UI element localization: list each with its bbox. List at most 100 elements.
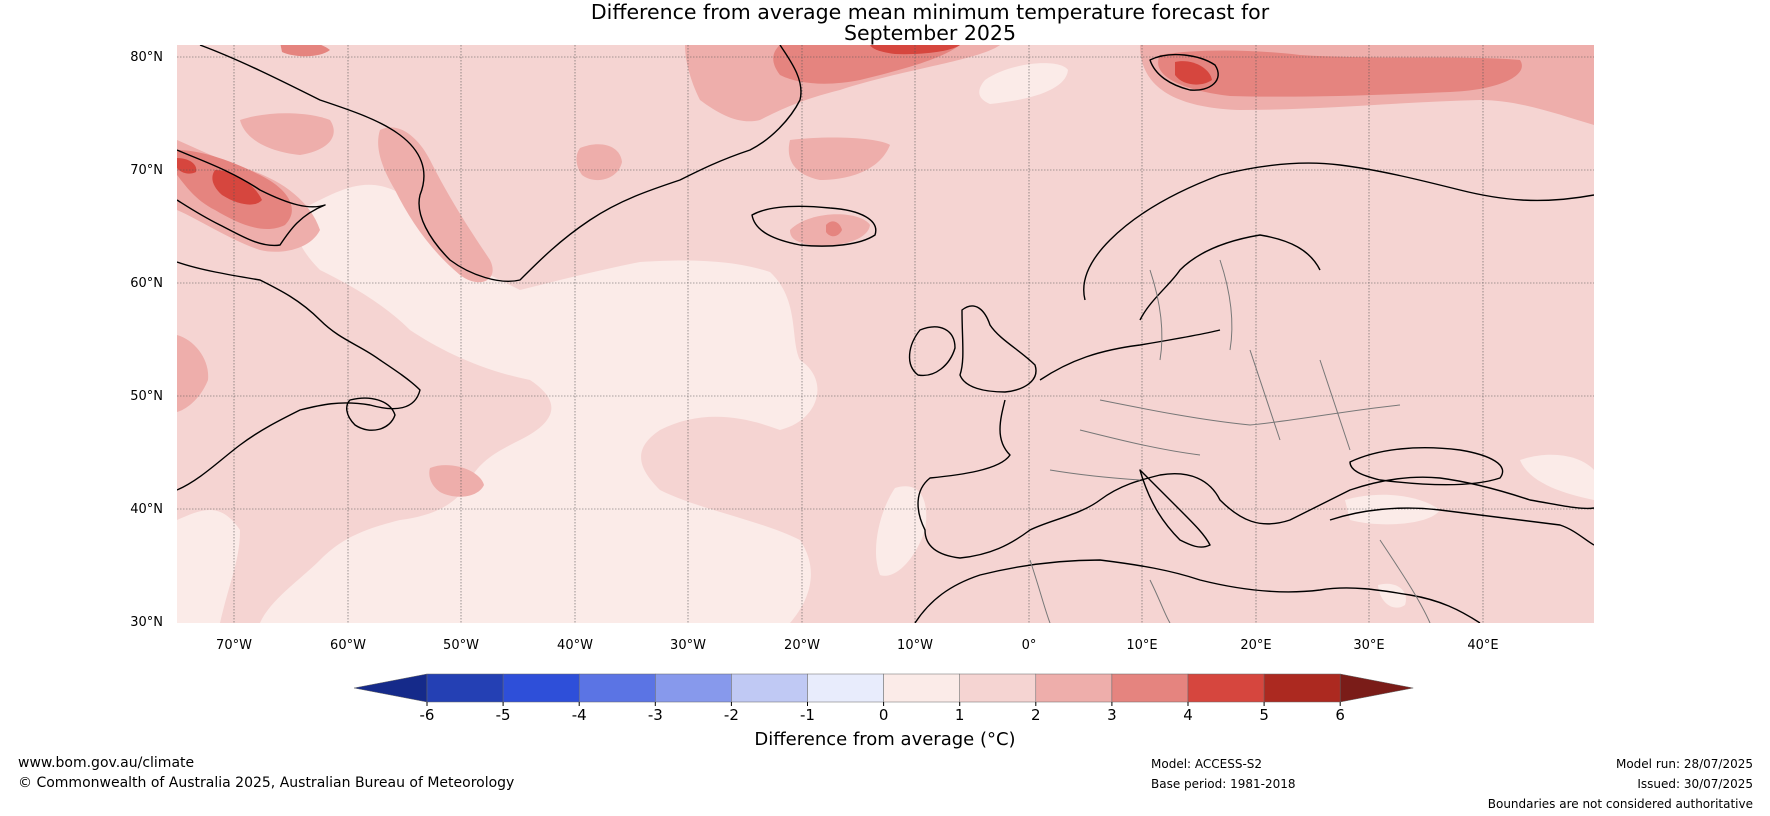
colorbar-bin bbox=[1111, 673, 1189, 703]
lon-label: 0° bbox=[1022, 638, 1037, 653]
country-borders bbox=[1029, 259, 1431, 623]
scandinavia-coast bbox=[1083, 162, 1594, 301]
colorbar bbox=[353, 673, 1414, 703]
svalbard-coast bbox=[1149, 53, 1219, 91]
anomaly-4-5-region bbox=[870, 45, 960, 55]
colorbar-tick-label: 0 bbox=[879, 706, 889, 724]
colorbar-bin bbox=[655, 673, 732, 703]
lon-label: 50°W bbox=[443, 638, 479, 653]
colorbar-label: Difference from average (°C) bbox=[754, 729, 1016, 750]
issued-text: Issued: 30/07/2025 bbox=[1637, 777, 1753, 791]
colorbar-bin bbox=[883, 673, 960, 703]
anomaly-0-1-region bbox=[1520, 454, 1594, 500]
lon-label: 20°W bbox=[784, 638, 820, 653]
baffin-coast bbox=[177, 149, 326, 247]
anomaly-0-1-region bbox=[979, 63, 1068, 104]
italy-coast bbox=[1139, 469, 1211, 548]
colorbar-tick-label: 5 bbox=[1259, 706, 1269, 724]
colorbar-tick-label: -3 bbox=[648, 706, 663, 724]
colorbar-tick-label: 2 bbox=[1031, 706, 1041, 724]
lat-label: 50°N bbox=[130, 389, 163, 404]
lon-label: 70°W bbox=[216, 638, 252, 653]
colorbar-tick-label: 3 bbox=[1107, 706, 1117, 724]
anomaly-3-4-region bbox=[1158, 50, 1522, 97]
labrador-coast bbox=[177, 261, 421, 491]
model-text: Model: ACCESS-S2 bbox=[1151, 757, 1263, 771]
anomaly-4-5-region bbox=[177, 158, 197, 174]
anomaly-3-4-region bbox=[826, 221, 842, 237]
lon-label: 30°E bbox=[1353, 638, 1384, 653]
copyright-text: © Commonwealth of Australia 2025, Austra… bbox=[18, 775, 515, 791]
colorbar-bin bbox=[578, 673, 656, 703]
colorbar-bin bbox=[1035, 673, 1113, 703]
anomaly-2-3-region bbox=[788, 137, 890, 180]
black-sea-coast bbox=[1349, 447, 1504, 486]
anomaly-3-4-region bbox=[773, 45, 960, 84]
colorbar-bin bbox=[1263, 673, 1341, 703]
coastlines bbox=[177, 45, 1594, 623]
lat-label: 30°N bbox=[130, 615, 163, 630]
lat-label: 70°N bbox=[130, 163, 163, 178]
anomaly-4-5-region bbox=[1175, 61, 1212, 85]
colorbar-tick-label: -4 bbox=[572, 706, 587, 724]
anomaly-0-1-region bbox=[260, 184, 818, 623]
anomaly-0-1-region bbox=[1378, 583, 1406, 608]
lon-label: 30°W bbox=[670, 638, 706, 653]
ireland-coast bbox=[908, 326, 956, 377]
lon-label: 40°E bbox=[1467, 638, 1498, 653]
anomaly-2-3-region bbox=[576, 144, 622, 181]
anomaly-2-3-region bbox=[429, 465, 484, 497]
colorbar-ticks: -6 -5 -4 -3 -2 -1 0 1 2 3 4 5 6 bbox=[420, 702, 1345, 724]
lon-label: 40°W bbox=[557, 638, 593, 653]
anomaly-2-3-region bbox=[177, 335, 209, 412]
anomaly-0-1-region bbox=[875, 486, 927, 576]
newfoundland-coast bbox=[346, 397, 396, 431]
colorbar-tick-label: -6 bbox=[420, 706, 435, 724]
europe-coast bbox=[917, 329, 1594, 559]
britain-coast bbox=[959, 305, 1037, 393]
colorbar-bin bbox=[502, 673, 580, 703]
disclaimer-text: Boundaries are not considered authoritat… bbox=[1487, 797, 1753, 811]
anomaly-2-3-region bbox=[378, 127, 493, 283]
anomaly-0-1-region bbox=[177, 510, 240, 623]
latitude-labels: 80°N 70°N 60°N 50°N 40°N 30°N bbox=[130, 50, 163, 630]
anomaly-3-4-region bbox=[280, 45, 330, 57]
colorbar-bin bbox=[1339, 673, 1414, 703]
iceland-coast bbox=[751, 205, 877, 247]
colorbar-bin bbox=[807, 673, 884, 703]
colorbar-tick-label: 4 bbox=[1183, 706, 1193, 724]
lon-label: 60°W bbox=[330, 638, 366, 653]
base-period-text: Base period: 1981-2018 bbox=[1151, 777, 1296, 791]
longitude-labels: 70°W 60°W 50°W 40°W 30°W 20°W 10°W 0° 10… bbox=[216, 638, 1499, 653]
turkey-coast bbox=[1329, 507, 1594, 546]
colorbar-tick-label: 6 bbox=[1335, 706, 1345, 724]
sweden-coast bbox=[1139, 234, 1321, 321]
colorbar-bin bbox=[731, 673, 808, 703]
lon-label: 10°E bbox=[1126, 638, 1157, 653]
colorbar-tick-label: 1 bbox=[955, 706, 965, 724]
colorbar-bin bbox=[426, 673, 504, 703]
model-run-text: Model run: 28/07/2025 bbox=[1615, 757, 1753, 771]
colorbar-bin bbox=[959, 673, 1037, 703]
map-field bbox=[177, 45, 1594, 623]
colorbar-tick-label: -2 bbox=[724, 706, 739, 724]
colorbar-tick-label: -5 bbox=[496, 706, 511, 724]
title-line-1: Difference from average mean minimum tem… bbox=[590, 0, 1270, 24]
lon-label: 10°W bbox=[897, 638, 933, 653]
colorbar-bin bbox=[1187, 673, 1265, 703]
greenland-coast bbox=[199, 45, 802, 282]
lat-label: 80°N bbox=[130, 50, 163, 65]
lat-label: 60°N bbox=[130, 276, 163, 291]
website-link[interactable]: www.bom.gov.au/climate bbox=[18, 755, 195, 771]
graticule bbox=[177, 45, 1594, 623]
title-line-2: September 2025 bbox=[844, 21, 1016, 45]
anomaly-2-3-region bbox=[240, 113, 334, 155]
north-africa-coast bbox=[914, 559, 1481, 623]
colorbar-tick-label: -1 bbox=[800, 706, 815, 724]
anomaly-2-3-region bbox=[685, 45, 1000, 122]
anomaly-4-5-region bbox=[212, 170, 262, 205]
lon-label: 20°E bbox=[1240, 638, 1271, 653]
colorbar-bin bbox=[353, 673, 428, 703]
lat-label: 40°N bbox=[130, 502, 163, 517]
